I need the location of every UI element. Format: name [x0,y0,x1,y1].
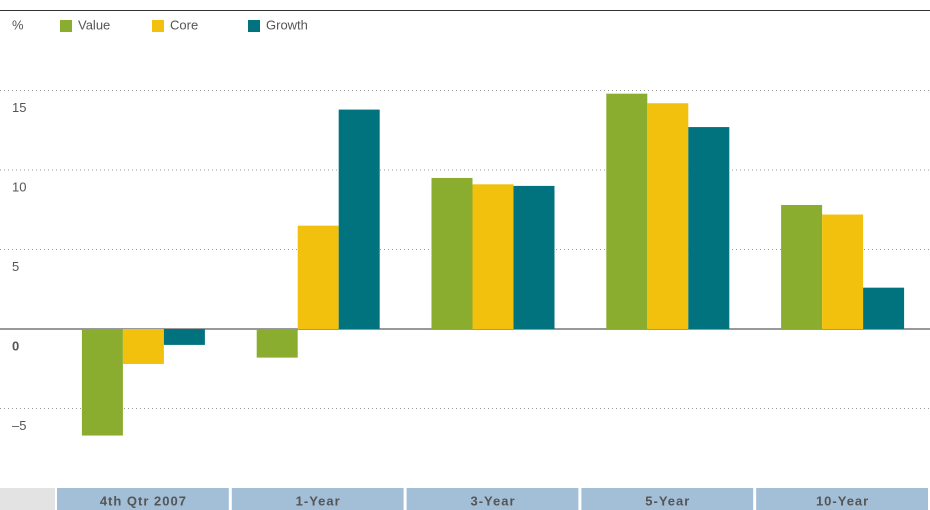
bar [431,177,473,329]
bar [781,204,823,329]
bar [297,225,339,329]
bar [163,329,205,345]
bar [81,329,123,436]
y-tick-label: 0 [12,338,19,353]
category-cell [581,488,754,510]
bar [863,287,905,329]
category-cell [57,488,229,510]
category-cell [231,488,404,510]
bar [513,185,555,329]
bar [472,184,514,329]
legend-swatch [60,20,72,32]
category-cell [756,488,928,510]
category-cell [406,488,579,510]
bar [256,329,298,358]
y-tick-label: 10 [12,179,26,194]
y-tick-label: 5 [12,259,19,274]
legend-swatch [248,20,260,32]
bar [606,93,648,330]
y-tick-label: –5 [12,418,26,433]
x-tick-label: 10-Year [816,493,869,508]
x-tick-label: 5-Year [645,493,690,508]
legend-swatch [152,20,164,32]
x-tick-label: 4th Qtr 2007 [100,493,187,508]
bar [688,127,730,329]
bar [647,103,689,329]
x-tick-label: 1-Year [296,493,341,508]
y-tick-label: 15 [12,100,26,115]
bar [338,109,380,329]
bar [122,329,164,364]
bar [822,214,864,329]
legend-label: Growth [266,17,308,32]
legend-label: Value [78,17,110,32]
legend-label: Core [170,17,198,32]
corner-cell [0,488,55,510]
y-axis-label: % [12,17,24,32]
x-tick-label: 3-Year [470,493,515,508]
